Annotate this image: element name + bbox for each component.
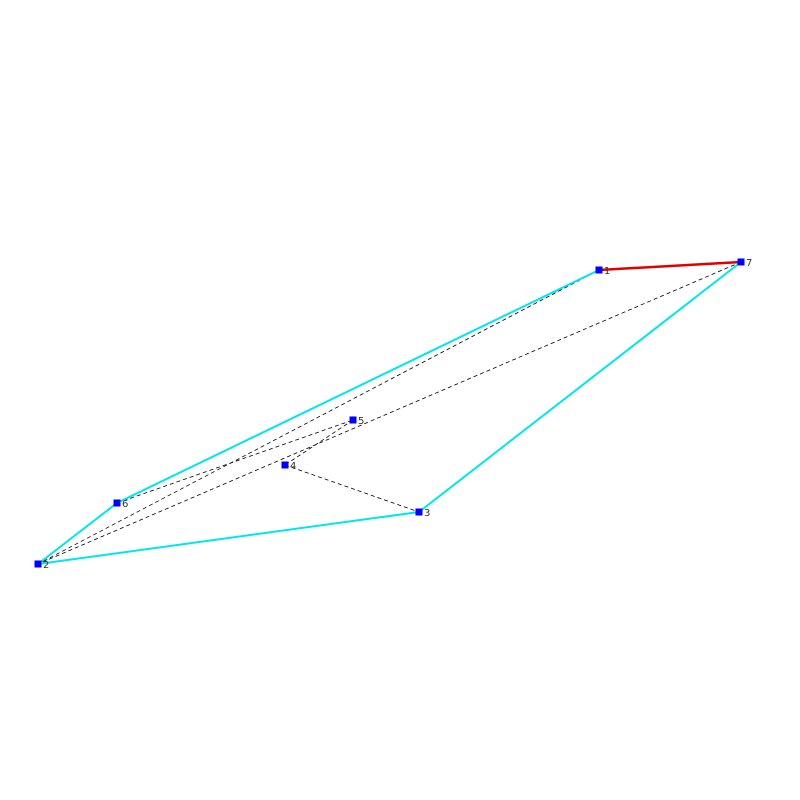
edge-dashed-4-3: [284, 464, 420, 513]
edge-dashed-5-4: [284, 419, 354, 466]
node-label-4: 4: [290, 461, 296, 472]
edge-hull-3-7: [418, 261, 742, 513]
node-label-7: 7: [746, 258, 752, 269]
node-label-2: 2: [43, 560, 49, 571]
node-5: 5: [349, 416, 364, 427]
node-label-5: 5: [358, 416, 364, 427]
edge-hull-1-6: [116, 269, 600, 504]
node-label-6: 6: [122, 499, 128, 510]
node-label-1: 1: [604, 266, 610, 277]
node-marker-2: [34, 560, 42, 568]
edge-dashed-1-2: [37, 269, 600, 565]
edge-dashed-6-5: [116, 419, 354, 504]
node-marker-1: [595, 266, 603, 274]
node-3: 3: [415, 508, 430, 519]
node-marker-6: [113, 499, 121, 507]
node-marker-3: [415, 508, 423, 516]
node-label-3: 3: [424, 508, 430, 519]
edge-hull-2-3: [37, 511, 420, 565]
node-7: 7: [737, 258, 752, 269]
edge-highlight-1-7: [598, 260, 742, 272]
node-4: 4: [281, 461, 296, 472]
node-6: 6: [113, 499, 128, 510]
node-marker-4: [281, 461, 289, 469]
node-2: 2: [34, 560, 49, 571]
edge-dashed-7-2: [37, 261, 742, 565]
edges-layer: [37, 260, 742, 565]
nodes-layer: 1 2 3 4 5 6 7: [34, 258, 752, 571]
node-marker-5: [349, 416, 357, 424]
node-1: 1: [595, 266, 610, 277]
node-marker-7: [737, 258, 745, 266]
edge-hull-6-2: [37, 502, 118, 565]
